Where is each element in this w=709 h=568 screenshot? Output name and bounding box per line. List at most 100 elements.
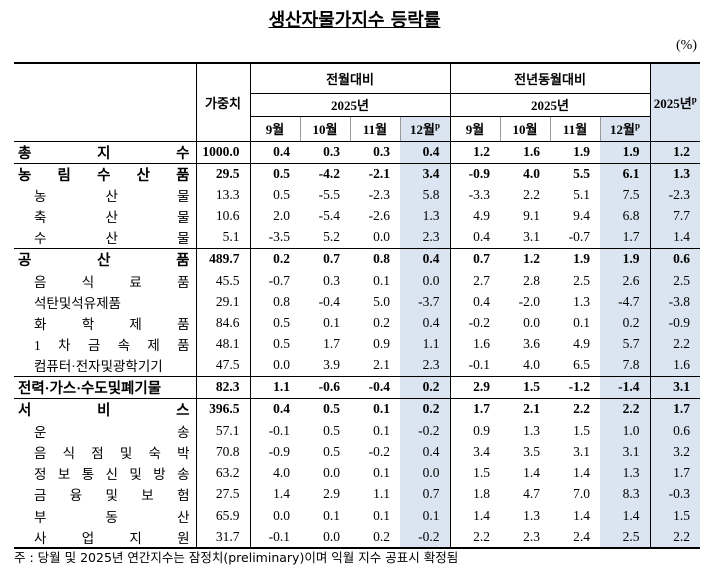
value-cell: 1.3 — [600, 462, 651, 484]
item-row: 컴퓨터·전자및광학기기 47.5 0.0 3.9 2.1 2.3 -0.1 4.0 6.5 7.8… — [14, 355, 701, 377]
value-cell: -3.7 — [400, 291, 451, 313]
value-cell: 0.4 — [400, 312, 451, 334]
month-header: 11월 — [549, 115, 601, 142]
value-cell: 0.2 — [400, 375, 451, 399]
weight-cell: 57.1 — [195, 419, 250, 442]
value-cell: 2.3 — [400, 227, 451, 249]
row-label-text: 축 산 물 — [34, 210, 190, 226]
value-cell: 0.9 — [373, 336, 390, 352]
value-cell: 2.2 — [649, 333, 701, 356]
value-cell: -2.1 — [350, 162, 400, 185]
value-cell: 0.5 — [249, 312, 300, 334]
row-label-text: 총 지 수 — [18, 145, 190, 162]
value-cell: 0.0 — [323, 465, 340, 481]
value-cell: 5.1 — [573, 187, 591, 203]
value-cell: 0.0 — [373, 229, 390, 245]
table: 가중치 전월대비 전년동월대비 2025년p 2025년 2025년 9월 10월… — [14, 62, 701, 549]
value-cell: 4.7 — [523, 486, 541, 502]
value-cell: 6.5 — [573, 357, 591, 373]
group-row: 공 산 품 489.7 0.2 0.7 0.8 0.4 0.7 1.2 1.9 1.9 0.6 — [14, 247, 701, 270]
value-cell: -2.0 — [518, 293, 541, 309]
value-cell: 0.0 — [249, 505, 300, 527]
weight-cell: 10.6 — [195, 205, 250, 228]
annual-text: 2025년 — [653, 95, 692, 111]
month-text: 11월 — [362, 122, 388, 137]
value-cell: 0.4 — [400, 140, 451, 163]
value-cell: -3.8 — [649, 291, 701, 313]
value-cell: 2.2 — [449, 526, 501, 549]
value-cell: 3.1 — [600, 441, 651, 463]
weight-cell: 5.1 — [195, 227, 250, 249]
row-label: 총 지 수 — [14, 140, 196, 163]
value-cell: 0.1 — [373, 272, 390, 288]
value-cell: 0.4 — [400, 441, 451, 463]
value-cell: 1.1 — [373, 486, 390, 502]
value-cell: 3.6 — [523, 336, 541, 352]
value-cell: -0.1 — [249, 419, 300, 442]
row-label: 음 식 료 품 — [14, 270, 196, 291]
value-cell: 4.0 — [523, 357, 541, 373]
value-cell: -3.5 — [249, 227, 300, 249]
value-cell: 1.5 — [500, 375, 551, 399]
title: 생산자물가지수 등락률 — [268, 10, 441, 31]
weight-cell: 1000.0 — [195, 140, 250, 163]
item-row: 금 융 및 보 험 27.5 1.4 2.9 1.1 0.7 1.8 4.7 7.0 8.3 -0.… — [14, 483, 701, 506]
row-label-text: 서 비 스 — [18, 402, 190, 419]
weight-cell: 31.7 — [195, 526, 250, 549]
value-cell: -4.2 — [300, 162, 350, 185]
value-cell: 4.9 — [449, 205, 501, 228]
value-cell: 7.5 — [600, 184, 651, 206]
value-cell: 5.0 — [373, 293, 390, 309]
value-cell: -0.4 — [350, 375, 400, 399]
value-cell: 0.5 — [249, 162, 300, 185]
month-text: 12월 — [610, 122, 636, 137]
value-cell: 0.2 — [350, 526, 400, 549]
weight-cell: 65.9 — [195, 505, 250, 527]
month-header: 10월 — [299, 115, 350, 142]
value-cell: 1.3 — [523, 507, 541, 523]
annual-header: 2025년p — [649, 62, 701, 141]
value-cell: 1.5 — [449, 462, 501, 484]
value-cell: 0.2 — [600, 312, 651, 334]
value-cell: 8.3 — [600, 483, 651, 506]
row-label-text: 전력·가스·수도및폐기물 — [18, 380, 162, 397]
value-cell: 0.3 — [350, 140, 400, 163]
row-label: 금 융 및 보 험 — [14, 484, 196, 505]
weight-cell: 70.8 — [195, 441, 250, 463]
row-label-text: 석탄및석유제품 — [34, 295, 121, 311]
value-cell: -2.3 — [649, 184, 701, 206]
weight-cell: 45.5 — [195, 269, 250, 292]
value-cell: 0.1 — [373, 422, 390, 438]
value-cell: 1.8 — [449, 483, 501, 506]
value-cell: 0.0 — [523, 315, 541, 331]
value-cell: 0.0 — [249, 355, 300, 377]
value-cell: 1.0 — [600, 419, 651, 442]
weight-header: 가중치 — [195, 62, 250, 141]
value-cell: 2.9 — [449, 375, 501, 399]
value-cell: 0.7 — [400, 483, 451, 506]
value-cell: -1.2 — [550, 375, 601, 399]
value-cell: -0.4 — [318, 293, 340, 309]
row-label-text: 사 업 지 원 — [34, 530, 190, 546]
table-head: 가중치 전월대비 전년동월대비 2025년p 2025년 2025년 9월 10월… — [14, 62, 701, 142]
value-cell: 1.4 — [523, 465, 541, 481]
value-cell: 0.0 — [400, 269, 451, 292]
value-cell: 5.2 — [323, 229, 340, 245]
value-cell: 2.7 — [449, 269, 501, 292]
value-cell: 6.8 — [600, 205, 651, 228]
row-label: 운 송 — [14, 420, 196, 441]
value-cell: 1.9 — [550, 247, 601, 270]
value-cell: 1.9 — [600, 247, 651, 270]
value-cell: 0.4 — [449, 291, 501, 313]
value-cell: 2.5 — [649, 269, 701, 292]
value-cell: 0.2 — [249, 247, 300, 270]
row-label-text: 음 식 료 품 — [34, 274, 190, 290]
month-text: 9월 — [265, 122, 285, 137]
row-label-text: 수 산 물 — [34, 231, 190, 247]
value-cell: 5.5 — [550, 162, 601, 185]
row-label: 농 림 수 산 품 — [14, 162, 196, 185]
value-cell: 2.9 — [323, 486, 340, 502]
value-cell: -0.3 — [649, 483, 701, 506]
value-cell: 3.5 — [523, 443, 541, 459]
weight-cell: 48.1 — [195, 333, 250, 356]
